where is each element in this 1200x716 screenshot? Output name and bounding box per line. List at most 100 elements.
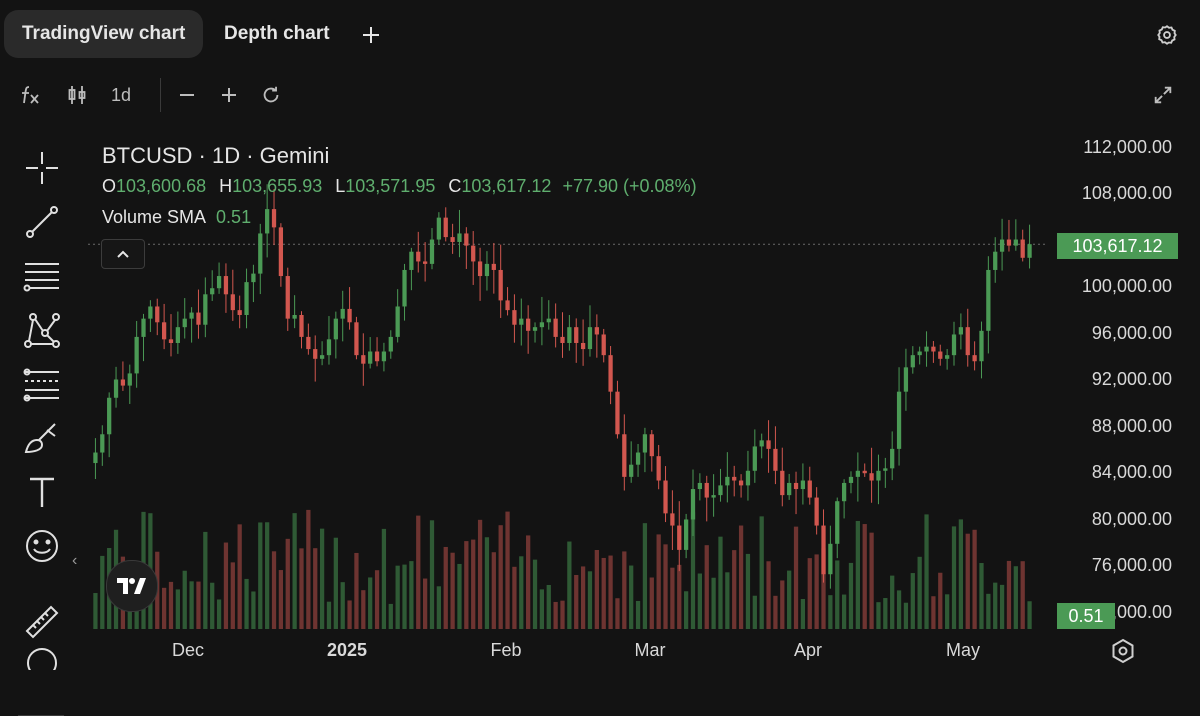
zoom-out-button[interactable] xyxy=(174,80,200,110)
candle xyxy=(223,276,229,295)
candle xyxy=(381,351,387,362)
long-position-tool[interactable] xyxy=(18,362,66,406)
volume-bar xyxy=(347,600,352,629)
volume-legend: Volume SMA 0.51 xyxy=(102,207,251,228)
candle xyxy=(443,217,448,238)
trend-line-tool[interactable] xyxy=(18,200,66,244)
candle xyxy=(869,473,874,481)
candle xyxy=(333,318,338,340)
volume-bar xyxy=(299,548,304,629)
fib-retracement-tool[interactable] xyxy=(18,254,66,298)
tab-tradingview-chart[interactable]: TradingView chart xyxy=(4,10,204,58)
candle xyxy=(278,227,284,277)
candle xyxy=(890,448,895,469)
candlestick-chart[interactable] xyxy=(88,130,1048,629)
indicators-button[interactable] xyxy=(16,80,46,110)
volume-bar xyxy=(546,584,551,629)
candle xyxy=(120,379,126,386)
volume-bar xyxy=(196,581,201,629)
volume-badge: 0.51 xyxy=(1057,603,1115,629)
price-label: 108,000.00 xyxy=(1081,183,1172,203)
volume-bar xyxy=(979,563,984,629)
price-scale[interactable]: 112,000.00 108,000.00 100,000.00 96,000.… xyxy=(1048,130,1200,629)
candle xyxy=(402,269,407,307)
collapse-legend-button[interactable] xyxy=(101,239,145,269)
candle xyxy=(450,237,455,242)
candle xyxy=(436,217,441,240)
volume-bar xyxy=(278,570,284,629)
tab-depth-chart[interactable]: Depth chart xyxy=(224,23,330,44)
candle xyxy=(161,322,167,340)
zoom-in-button[interactable] xyxy=(216,80,242,110)
text-tool[interactable] xyxy=(18,470,66,514)
volume-bar xyxy=(203,531,208,629)
add-tab-button[interactable] xyxy=(356,18,386,52)
crosshair-tool[interactable] xyxy=(18,146,66,190)
volume-bar xyxy=(704,545,709,629)
candle xyxy=(251,273,256,283)
candle xyxy=(175,327,180,343)
candle xyxy=(725,476,730,486)
last-price-badge: 103,617.12 xyxy=(1057,233,1178,259)
candle xyxy=(718,485,723,496)
volume-bar xyxy=(883,598,888,629)
fullscreen-button[interactable] xyxy=(1148,80,1178,110)
volume-bar xyxy=(168,581,174,629)
volume-bar xyxy=(402,564,407,629)
candle xyxy=(258,233,263,274)
volume-bar xyxy=(464,541,469,629)
volume-bar xyxy=(677,564,682,629)
candle xyxy=(697,482,703,490)
candle xyxy=(580,342,586,350)
volume-bar xyxy=(237,524,242,629)
interval-button[interactable]: 1d xyxy=(110,84,132,105)
candle xyxy=(244,282,249,315)
volume-bar xyxy=(642,523,648,629)
emoji-tool[interactable] xyxy=(18,524,66,568)
chart-pane[interactable] xyxy=(88,130,1048,629)
volume-bar xyxy=(381,528,387,629)
tradingview-logo[interactable] xyxy=(106,560,158,612)
candle xyxy=(601,334,606,356)
candle xyxy=(574,327,579,343)
pattern-tool[interactable] xyxy=(18,308,66,352)
magnet-tool[interactable] xyxy=(18,648,66,670)
volume-bar xyxy=(244,578,249,629)
candle xyxy=(759,440,764,447)
volume-bar xyxy=(436,586,441,629)
volume-bar xyxy=(910,573,915,629)
time-axis[interactable]: Dec 2025 Feb Mar Apr May xyxy=(88,630,1048,669)
volume-bar xyxy=(931,596,936,629)
candle xyxy=(484,263,490,277)
chart-type-button[interactable] xyxy=(62,80,92,110)
ruler-tool[interactable] xyxy=(18,600,66,644)
reset-chart-button[interactable] xyxy=(258,80,284,110)
candle xyxy=(1013,239,1018,246)
candle xyxy=(690,489,696,520)
volume-bar xyxy=(711,577,716,629)
volume-bar xyxy=(333,537,338,629)
candle xyxy=(429,239,435,264)
candle xyxy=(271,209,277,228)
volume-bar xyxy=(553,601,558,629)
volume-bar xyxy=(443,546,448,629)
candle xyxy=(141,318,146,337)
volume-bar xyxy=(230,562,235,629)
volume-bar xyxy=(615,598,620,629)
refresh-icon xyxy=(263,86,279,103)
candle xyxy=(835,501,840,544)
volume-bar xyxy=(656,534,661,629)
candle xyxy=(477,261,483,277)
scale-settings-button[interactable] xyxy=(1110,638,1136,664)
price-label: 112,000.00 xyxy=(1083,137,1172,157)
candle xyxy=(100,434,105,453)
brush-tool[interactable] xyxy=(18,416,66,460)
candle xyxy=(464,233,469,246)
long-position-icon xyxy=(23,368,59,402)
settings-button[interactable] xyxy=(1150,18,1184,52)
candle xyxy=(519,318,524,325)
volume-bar xyxy=(539,589,545,629)
collapse-toolbar-arrow[interactable]: ‹ xyxy=(72,552,78,569)
volume-bar xyxy=(161,587,167,629)
volume-bar xyxy=(725,572,730,629)
